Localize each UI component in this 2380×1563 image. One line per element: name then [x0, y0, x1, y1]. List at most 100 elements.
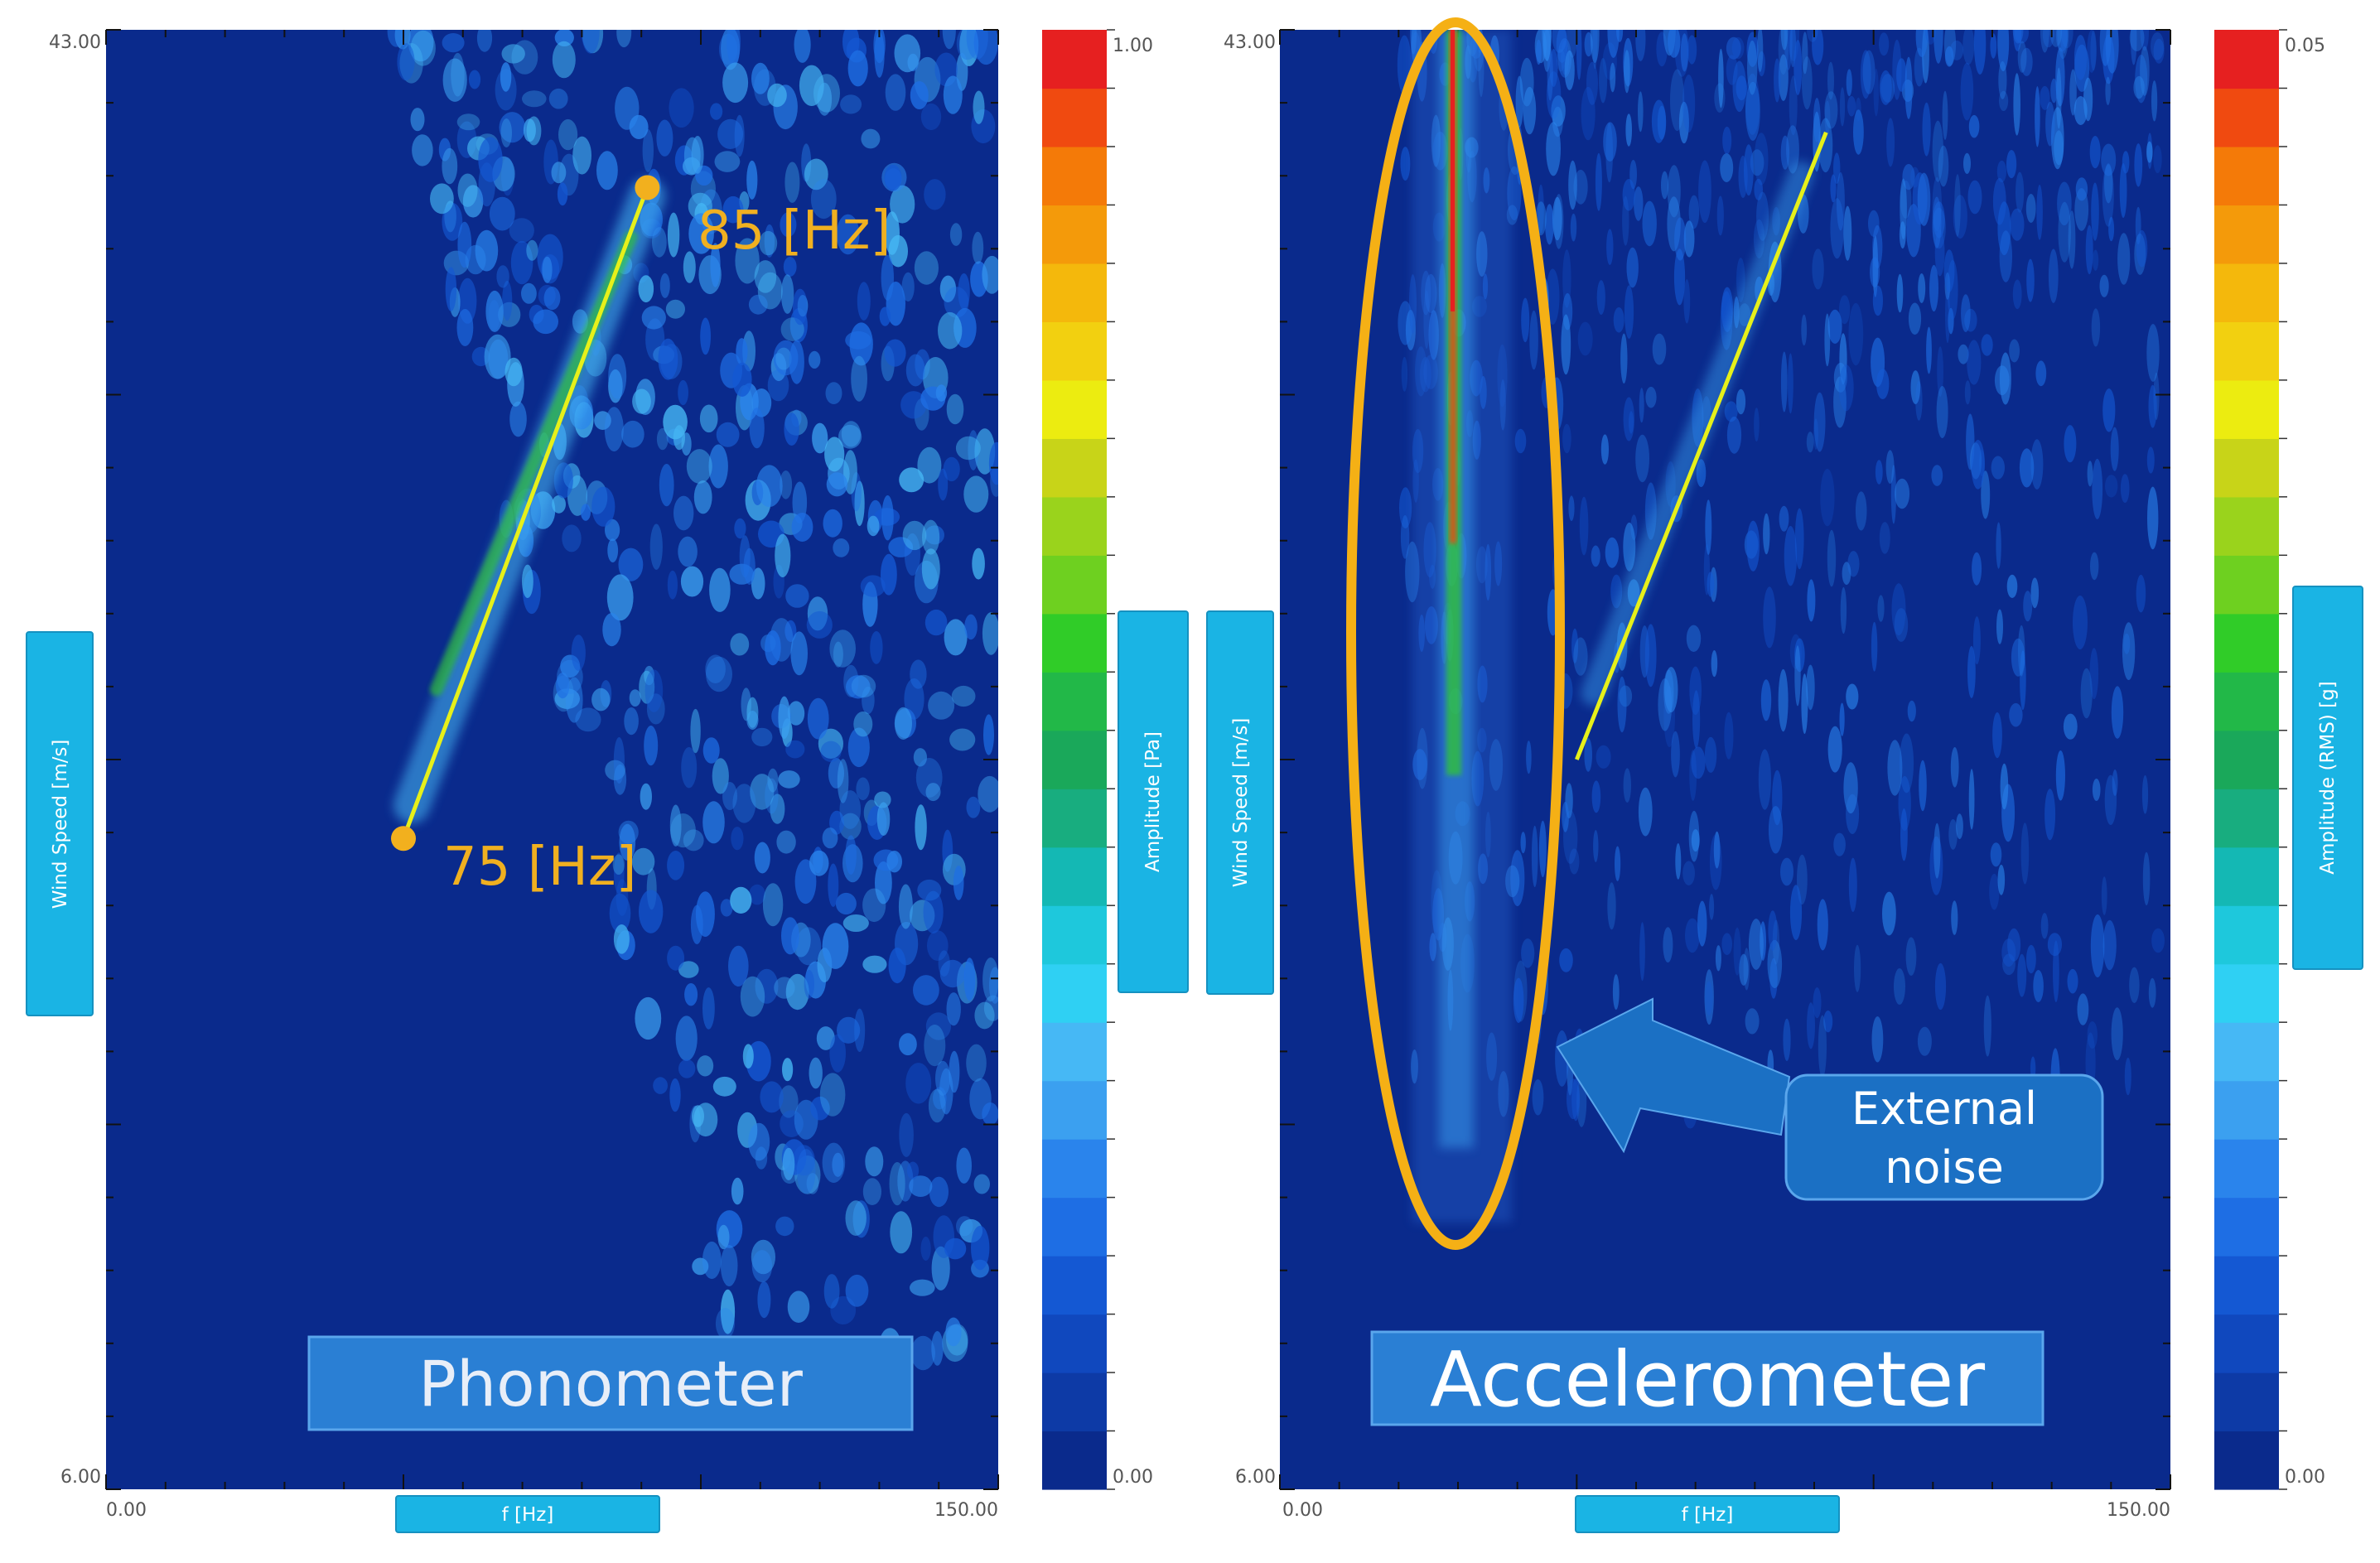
speckle [982, 612, 998, 655]
speckle [1542, 30, 1552, 61]
speckle [1652, 333, 1667, 365]
speckle [943, 75, 963, 114]
speckle [1936, 386, 1948, 438]
speckle [1685, 918, 1700, 953]
speckle [1696, 459, 1707, 487]
speckle [2025, 194, 2036, 223]
speckle [1573, 637, 1588, 676]
speckle [716, 422, 740, 447]
speckle [1638, 91, 1644, 133]
speckle [946, 992, 961, 1026]
speckle [1546, 71, 1562, 119]
speckle [754, 842, 770, 874]
speckle [1400, 515, 1410, 559]
speckle [1726, 55, 1738, 85]
speckle [1581, 86, 1596, 141]
speckle [456, 113, 480, 131]
speckle [1824, 313, 1831, 367]
speckle [1813, 987, 1822, 1019]
speckle [2064, 425, 2077, 463]
speckle [1958, 344, 1969, 364]
speckle [826, 472, 848, 497]
speckle [2092, 458, 2103, 519]
speckle [499, 112, 526, 143]
speckle [2110, 427, 2119, 471]
speckle [717, 1224, 730, 1250]
y-axis-label: Wind Speed [m/s] [26, 631, 94, 1016]
speckle [1812, 30, 1824, 65]
speckle [1705, 981, 1713, 1015]
speckle [1635, 434, 1649, 483]
speckle [939, 959, 966, 988]
colorbar-step [2214, 1080, 2279, 1140]
speckle [2104, 163, 2113, 204]
speckle [746, 160, 758, 200]
speckle [683, 829, 704, 851]
speckle [1917, 172, 1931, 226]
colorbar-step [1042, 847, 1107, 906]
speckle [594, 411, 611, 430]
speckle [804, 969, 814, 999]
speckle [695, 891, 715, 937]
speckle [1846, 69, 1852, 97]
speckle [1661, 171, 1668, 200]
colorbar-step [1042, 672, 1107, 731]
speckle [775, 1216, 794, 1237]
speckle [605, 760, 625, 780]
speckle [1617, 676, 1627, 733]
speckle [1827, 61, 1834, 100]
speckle [1879, 70, 1892, 105]
speckle [778, 696, 790, 739]
speckle [1823, 1011, 1833, 1033]
speckle [1938, 145, 1949, 187]
speckle [642, 129, 654, 172]
speckle [1890, 465, 1896, 524]
speckle [921, 548, 940, 590]
speckle [551, 162, 567, 184]
speckle [1827, 309, 1842, 344]
speckle [1999, 230, 2012, 282]
speckle [1606, 229, 1614, 266]
speckle [1847, 551, 1860, 577]
speckle [751, 727, 773, 747]
trend-line [1575, 131, 1828, 760]
speckle [2085, 224, 2093, 275]
speckle [1968, 114, 1980, 138]
speckle [644, 726, 659, 766]
speckle [776, 830, 796, 854]
speckle [1529, 310, 1538, 370]
speckle [867, 515, 880, 537]
speckle [2129, 30, 2145, 51]
speckle [787, 1290, 810, 1323]
speckle [526, 116, 542, 146]
speckle [619, 823, 636, 861]
speckle [1623, 768, 1632, 803]
speckle [2090, 30, 2097, 71]
speckle [1400, 147, 1411, 181]
speckle [780, 274, 794, 314]
speckle [853, 712, 873, 737]
speckle [966, 1044, 987, 1083]
speckle [1905, 937, 1917, 976]
speckle [1570, 213, 1577, 242]
speckle [1838, 364, 1854, 412]
speckle [964, 614, 978, 640]
speckle [1768, 806, 1784, 854]
speckle [913, 748, 927, 767]
speckle [1997, 201, 2011, 256]
speckle [1933, 201, 1945, 239]
speckle [697, 1055, 714, 1077]
speckle [913, 975, 939, 1006]
speckle [712, 758, 729, 794]
colorbar-step [1042, 1372, 1107, 1432]
speckle [702, 737, 720, 764]
speckle [1932, 207, 1946, 249]
speckle [1836, 172, 1845, 231]
colorbar-step [1042, 555, 1107, 615]
speckle [1634, 186, 1644, 221]
speckle [845, 330, 871, 350]
speckle [1596, 280, 1605, 316]
speckle [614, 852, 625, 895]
speckle [792, 288, 808, 326]
speckle [1577, 321, 1593, 356]
